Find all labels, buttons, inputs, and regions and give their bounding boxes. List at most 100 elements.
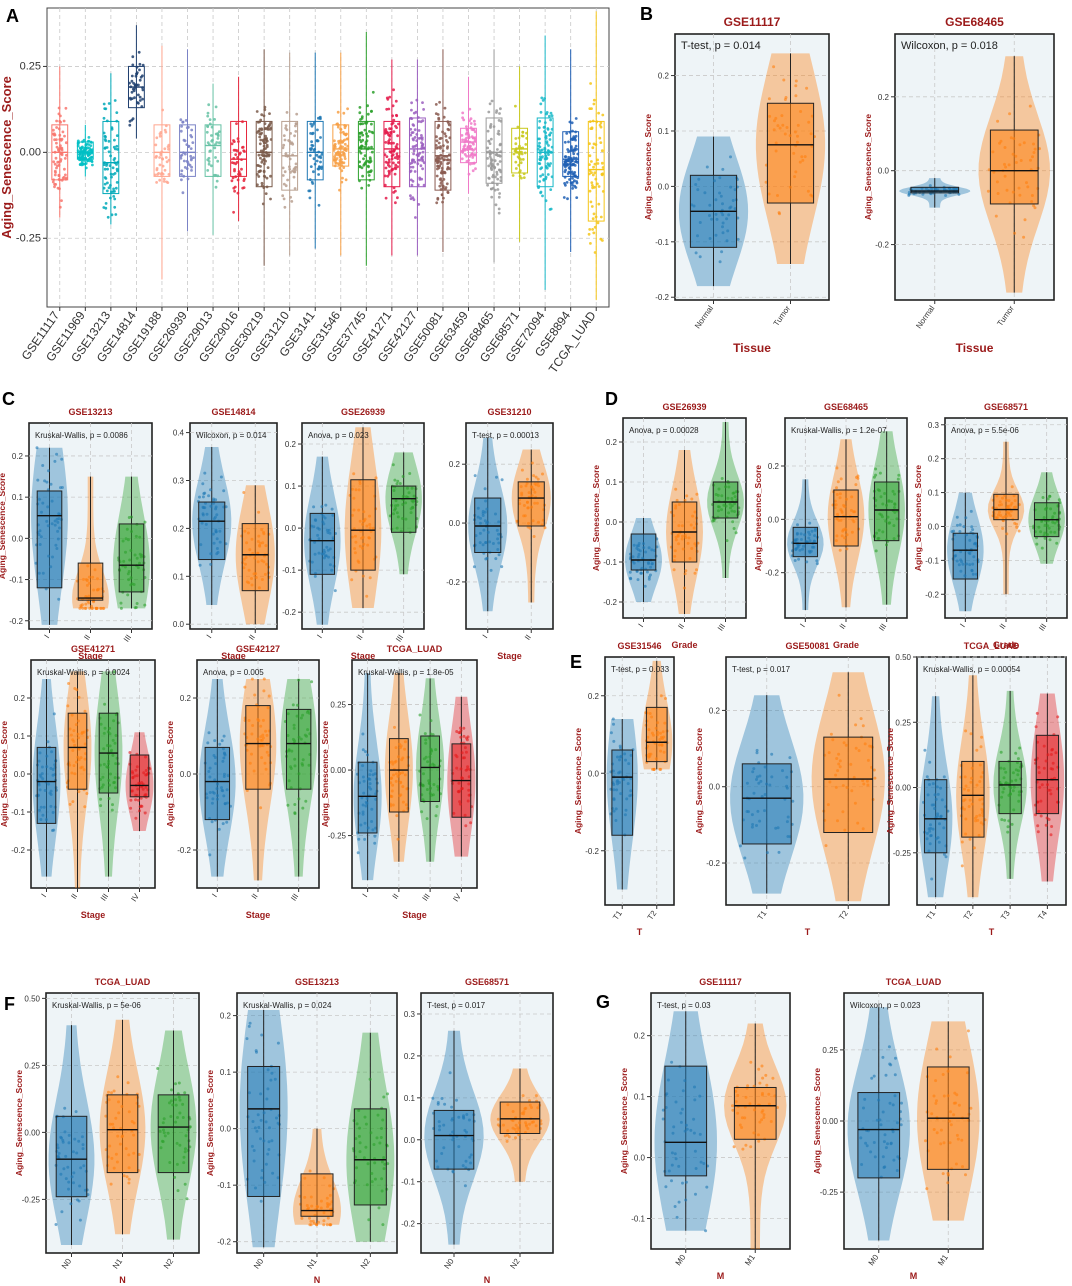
series-GSE37745	[357, 32, 375, 311]
x-tick-label: IV	[129, 891, 141, 903]
series-GSE30219	[255, 49, 273, 311]
data-point	[260, 127, 263, 131]
data-point	[928, 760, 932, 764]
data-point	[265, 145, 269, 149]
data-point	[661, 1117, 665, 1121]
y-tick-label: -0.25	[22, 1195, 41, 1204]
data-point	[340, 169, 344, 173]
x-tick-label: I	[958, 622, 967, 629]
data-point	[361, 748, 365, 752]
data-point	[367, 184, 371, 187]
data-point	[113, 157, 117, 160]
data-point	[103, 146, 107, 150]
box	[230, 120, 248, 177]
data-point	[392, 130, 396, 134]
data-point	[538, 162, 542, 166]
data-point	[474, 167, 477, 171]
x-tick-label: II	[247, 633, 257, 642]
y-axis-label: Aging_Senescence_Score	[591, 465, 601, 572]
data-point	[783, 98, 787, 101]
data-point	[683, 498, 687, 502]
y-axis-label: Aging_Senescence_Score	[320, 721, 330, 828]
data-point	[720, 477, 724, 480]
y-tick-label: 0.2	[220, 1012, 232, 1021]
data-point	[127, 1177, 131, 1181]
x-tick-label: N0	[252, 1257, 266, 1271]
data-point	[1048, 494, 1052, 498]
data-point	[388, 95, 392, 99]
data-point	[446, 146, 449, 150]
data-point	[597, 202, 601, 206]
data-point	[99, 606, 102, 610]
data-point	[694, 1192, 697, 1196]
data-point	[83, 709, 87, 713]
data-point	[525, 477, 529, 481]
data-point	[415, 133, 419, 136]
data-point	[130, 118, 134, 122]
data-point	[546, 173, 550, 176]
data-point	[60, 199, 63, 203]
data-point	[109, 196, 112, 200]
box	[712, 481, 739, 519]
data-point	[288, 157, 292, 161]
data-point	[74, 1110, 78, 1114]
data-point	[131, 63, 135, 67]
data-point	[138, 62, 142, 66]
data-point	[958, 530, 962, 533]
data-point	[512, 152, 516, 156]
x-tick-label: III	[877, 622, 888, 633]
data-point	[230, 142, 234, 146]
series-GSE68465	[485, 49, 503, 311]
data-point	[396, 196, 399, 200]
data-point	[350, 578, 354, 582]
chart-title: GSE13213	[295, 977, 339, 987]
data-point	[183, 1182, 187, 1186]
data-point	[964, 516, 968, 520]
data-point	[358, 138, 361, 142]
data-point	[281, 166, 285, 170]
data-point	[395, 143, 399, 146]
data-point	[490, 164, 494, 168]
data-point	[232, 148, 236, 152]
data-point	[91, 163, 94, 167]
box	[357, 761, 378, 834]
data-point	[366, 753, 369, 757]
data-point	[594, 143, 598, 147]
series-GSE19188	[153, 45, 171, 311]
y-tick-label: 0.0	[14, 770, 26, 779]
data-point	[398, 482, 402, 485]
data-point	[269, 174, 272, 178]
x-tick-label: N2	[162, 1257, 176, 1271]
data-point	[872, 768, 876, 772]
data-point	[335, 157, 339, 160]
data-point	[87, 143, 91, 146]
x-tick-label: T4	[1036, 909, 1049, 922]
data-point	[693, 571, 697, 575]
data-point	[705, 165, 709, 169]
data-point	[95, 606, 99, 610]
data-point	[45, 480, 49, 484]
y-axis-label: Aging_Senescence_Score	[753, 465, 763, 572]
data-point	[247, 1024, 251, 1028]
data-point	[183, 166, 187, 169]
box	[741, 763, 792, 845]
box	[474, 497, 502, 553]
data-point	[470, 128, 474, 131]
data-point	[421, 167, 424, 171]
data-point	[259, 156, 262, 160]
data-point	[35, 446, 39, 450]
data-point	[1044, 823, 1048, 827]
x-axis-label: N	[484, 1275, 491, 1285]
data-point	[109, 172, 113, 176]
data-point	[52, 128, 55, 132]
data-point	[185, 143, 189, 147]
data-point	[264, 147, 267, 150]
data-point	[107, 1090, 110, 1094]
data-point	[41, 464, 45, 467]
data-point	[511, 174, 515, 177]
data-point	[216, 159, 220, 163]
data-point	[317, 155, 321, 159]
data-point	[201, 482, 205, 486]
data-point	[237, 170, 241, 174]
